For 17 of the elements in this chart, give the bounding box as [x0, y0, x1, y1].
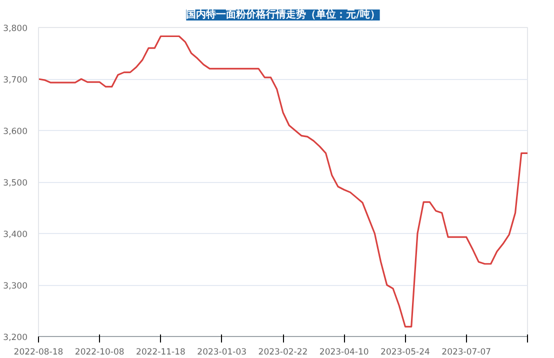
x-tick-label: 2023-04-10	[319, 348, 369, 358]
y-tick-label: 3,600	[3, 127, 28, 137]
x-tick-label: 2023-02-22	[258, 348, 308, 358]
x-tick-label: 2022-11-18	[136, 348, 186, 358]
y-tick-label: 3,300	[3, 282, 28, 292]
y-tick-label: 3,500	[3, 178, 28, 188]
line-series	[38, 35, 528, 328]
y-tick-label: 3,800	[3, 24, 28, 34]
x-tick-label: 2022-08-18	[14, 348, 64, 358]
chart-title: 国内特一面粉价格行情走势（单位：元/吨）	[186, 8, 380, 20]
y-tick-label: 3,700	[3, 76, 28, 86]
x-tick-label: 2022-10-08	[74, 348, 124, 358]
x-tick-label: 2023-05-24	[380, 348, 430, 358]
x-tick-label: 2023-07-07	[442, 348, 492, 358]
x-tick-label: 2023-01-03	[197, 348, 247, 358]
y-tick-label: 3,400	[3, 230, 28, 240]
y-tick-label: 3,200	[3, 333, 28, 343]
